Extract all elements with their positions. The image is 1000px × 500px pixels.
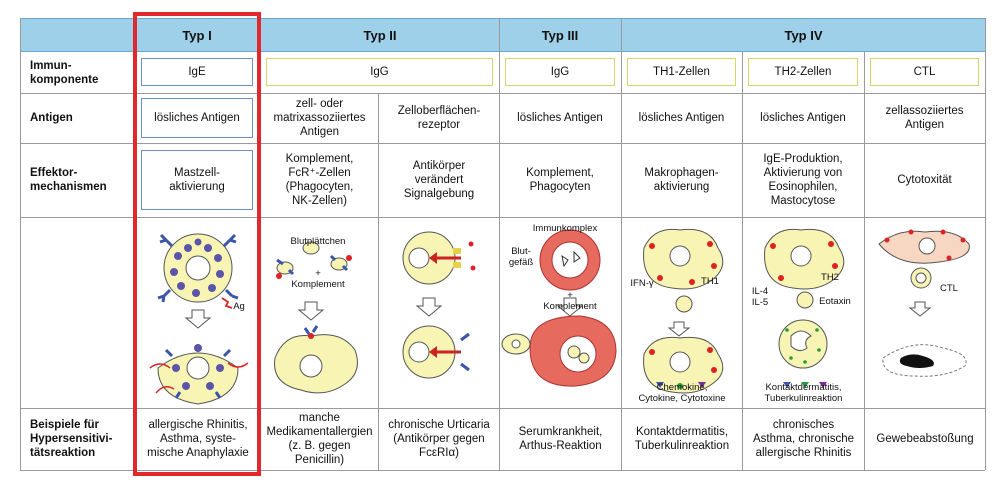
label-plus-komplement-3: + Komplement [543,290,597,312]
antigen-typ1: lösliches Antigen [141,98,253,138]
effektor-typ3: Komplement, Phagocyten [526,167,594,193]
grid-line [985,18,986,470]
grid-line [20,470,985,471]
typ1-highlight-frame [133,12,261,476]
antigen-ctl: zellassoziiertes Antigen [885,105,964,131]
label-ifn: IFN-γ [630,278,654,289]
beispiel-ctl: Gewebeabstoßung [876,433,974,445]
header-typ4: Typ IV [784,27,823,43]
antigen-th2: lösliches Antigen [760,112,846,124]
label-th2: TH2 [821,272,839,283]
beispiel-typ3: Serumkrankheit, Arthus-Reaktion [518,426,603,452]
label-il: IL-4 IL-5 [751,286,769,308]
row-label-beispiele: Beispiele für Hypersensitivi- tätsreakti… [30,419,113,459]
label-ctl: CTL [940,283,958,294]
grid-line [499,18,500,470]
antigen-typ3: lösliches Antigen [517,112,603,124]
label-blutplaettchen: Blutplättchen [290,236,346,247]
header-typ2: Typ II [363,27,397,43]
th1-illustration [643,228,724,394]
beispiel-th2: chronisches Asthma, chronische allergisc… [753,419,854,459]
platelet-illustration [274,241,358,394]
header-typ3: Typ III [541,27,579,43]
antigen-th1: lösliches Antigen [638,112,725,124]
row-label-antigen: Antigen [30,112,73,124]
ctl-illustration [878,229,970,377]
label-chemokine: Chemokine, Cytokine, Cytotoxine [638,382,726,404]
label-ag: Ag [233,301,245,312]
immun-th1: TH1-Zellen [627,58,736,86]
label-blutgefaess: Blut- gefäß [508,246,534,268]
row-label-effektor: Effektor- mechanismen [30,167,107,193]
header-bar [20,18,985,52]
grid-line [20,18,21,470]
grid-line [378,93,379,470]
antigen-typ2b: Zelloberflächen- rezeptor [397,105,481,131]
beispiel-th1: Kontaktdermatitis, Tuberkulinreaktion [634,426,730,452]
immun-typ1: IgE [141,58,253,86]
antigen-typ2a: zell- oder matrixassoziiertes Antigen [273,98,366,138]
effektor-typ2b: Antikörper verändert Signalgebung [403,160,475,200]
label-immunkomplex: Immunkomplex [532,223,598,234]
grid-line [742,52,743,470]
beispiel-typ2a: manche Medikamentallergien (z. B. gegen … [266,412,373,466]
header-typ1: Typ I [182,27,212,43]
grid-line [20,408,985,409]
grid-line [864,52,865,470]
label-eotaxin: Eotaxin [819,296,851,307]
label-th1: TH1 [701,276,719,287]
effektor-th2: IgE-Produktion, Aktivierung von Eosinoph… [763,153,843,207]
effektor-ctl: Cytotoxität [897,174,952,186]
immun-th2: TH2-Zellen [748,58,858,86]
receptor-illustration [402,231,476,379]
grid-line [20,93,985,94]
immun-ctl: CTL [870,58,979,86]
grid-line [621,18,622,470]
effektor-typ2a: Komplement, FcR⁺-Zellen (Phagocyten, NK-… [285,153,354,207]
immun-typ2: IgG [266,58,493,86]
mast-cell-illustration [149,233,249,405]
immune-complex-illustration [501,229,617,387]
effektor-th1: Makrophagen- aktivierung [644,167,719,193]
row-label-immunkomponente: Immun- komponente [30,59,99,86]
beispiel-typ2b: chronische Urticaria (Antikörper gegen F… [388,419,490,459]
grid-line [20,217,985,218]
label-kontakt-diagram: Kontaktdermatitis, Tuberkulinreaktion [764,382,843,404]
th2-illustration [764,228,845,388]
effektor-typ1: Mastzell- aktivierung [141,150,253,210]
immun-typ3: IgG [505,58,615,86]
grid-line [20,143,985,144]
beispiel-typ1: allergische Rhinitis, Asthma, syste- mis… [147,419,249,459]
label-plus-komplement-2: + Komplement [291,268,345,290]
